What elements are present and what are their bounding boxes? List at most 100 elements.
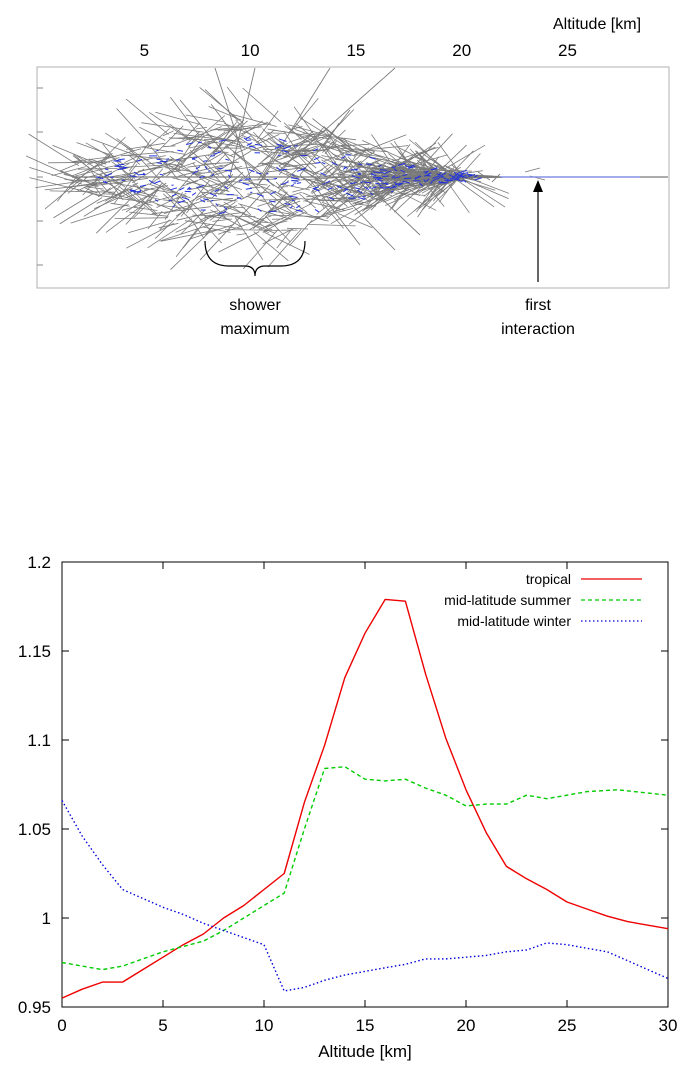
shower-em-track xyxy=(276,143,285,148)
shower-track xyxy=(324,147,357,162)
chart-series xyxy=(61,598,669,999)
shower-track xyxy=(467,176,497,179)
shower-track xyxy=(316,204,329,215)
shower-track xyxy=(223,122,269,142)
shower-em-track xyxy=(214,188,220,193)
shower-em-track xyxy=(389,186,397,189)
shower-em-track xyxy=(186,142,194,146)
shower-track xyxy=(339,149,358,153)
shower-track xyxy=(359,145,409,151)
shower-em-track xyxy=(371,186,377,189)
shower-track xyxy=(329,181,396,251)
shower-em-track xyxy=(380,171,386,175)
shower-track xyxy=(253,162,272,169)
shower-y-ticks xyxy=(37,87,43,266)
shower-track xyxy=(199,87,244,124)
shower-em-track xyxy=(243,137,248,141)
shower-track xyxy=(403,142,437,165)
shower-em-track xyxy=(442,177,450,181)
shower-em-track xyxy=(423,174,430,177)
shower-track xyxy=(460,177,506,208)
shower-em-track xyxy=(207,146,212,149)
shower-track xyxy=(147,199,174,211)
shower-em-track xyxy=(438,171,442,175)
shower-em-track xyxy=(257,208,262,212)
shower-em-track xyxy=(391,166,396,168)
shower-maximum-label-line2: maximum xyxy=(220,321,289,338)
shower-track xyxy=(253,131,268,147)
shower-track xyxy=(336,175,365,195)
shower-em-track xyxy=(168,199,173,202)
shower-track xyxy=(176,135,205,172)
shower-track xyxy=(429,156,440,169)
shower-track xyxy=(188,181,232,191)
shower-em-track xyxy=(184,190,192,193)
shower-track xyxy=(338,138,371,156)
shower-track xyxy=(415,175,461,181)
shower-em-track xyxy=(320,172,327,176)
shower-em-track xyxy=(327,187,334,191)
shower-track xyxy=(150,168,164,184)
shower-track xyxy=(404,169,442,175)
x-tick-label: 0 xyxy=(57,1016,66,1035)
shower-track xyxy=(427,164,439,171)
shower-track xyxy=(284,125,314,145)
shower-track xyxy=(53,193,93,219)
shower-em-track xyxy=(148,179,154,184)
shower-em-track xyxy=(456,178,461,182)
shower-track xyxy=(114,217,169,219)
shower-em-track xyxy=(156,162,162,165)
shower-em-track xyxy=(372,171,381,174)
shower-em-track xyxy=(296,182,302,184)
shower-track xyxy=(356,151,375,167)
shower-track xyxy=(192,221,204,238)
shower-track xyxy=(314,208,354,219)
shower-em-track xyxy=(291,180,299,182)
shower-track xyxy=(236,233,247,236)
shower-track xyxy=(128,154,141,165)
shower-track xyxy=(270,202,285,216)
shower-track xyxy=(121,166,134,170)
shower-track xyxy=(280,183,310,191)
shower-track xyxy=(226,86,253,120)
shower-track xyxy=(141,122,204,133)
shower-track xyxy=(321,159,335,169)
shower-em-track xyxy=(186,186,191,190)
shower-track xyxy=(241,193,252,200)
shower-track xyxy=(331,141,368,158)
shower-em-track xyxy=(223,206,228,210)
shower-x-tick-label: 10 xyxy=(241,41,260,60)
shower-track xyxy=(356,165,370,169)
shower-track xyxy=(462,174,499,177)
shower-track xyxy=(305,200,346,211)
shower-em-track xyxy=(393,168,398,172)
shower-em-track xyxy=(172,205,176,208)
shower-em-track xyxy=(213,151,222,155)
shower-track xyxy=(311,180,327,190)
shower-track xyxy=(116,108,148,143)
shower-xlabel: Altitude [km] xyxy=(553,16,641,33)
shower-track xyxy=(307,224,356,227)
shower-track xyxy=(283,130,300,155)
shower-track xyxy=(195,177,237,201)
shower-em-track xyxy=(177,149,184,152)
shower-em-track xyxy=(325,180,331,184)
shower-track xyxy=(133,206,158,211)
shower-track xyxy=(241,151,273,181)
shower-track xyxy=(163,193,193,222)
shower-track xyxy=(271,148,310,155)
shower-em-track xyxy=(291,174,295,176)
shower-track xyxy=(267,131,288,148)
shower-track xyxy=(255,129,275,144)
shower-em-track xyxy=(336,185,343,190)
shower-em-track xyxy=(177,200,186,204)
shower-track xyxy=(439,179,456,203)
shower-track xyxy=(253,221,273,224)
shower-track xyxy=(396,146,443,170)
legend-label-tropical: tropical xyxy=(526,571,571,587)
shower-em-track xyxy=(431,178,438,182)
shower-track xyxy=(96,198,131,234)
shower-em-track xyxy=(295,209,303,212)
shower-track xyxy=(271,129,332,140)
shower-track xyxy=(214,67,251,178)
